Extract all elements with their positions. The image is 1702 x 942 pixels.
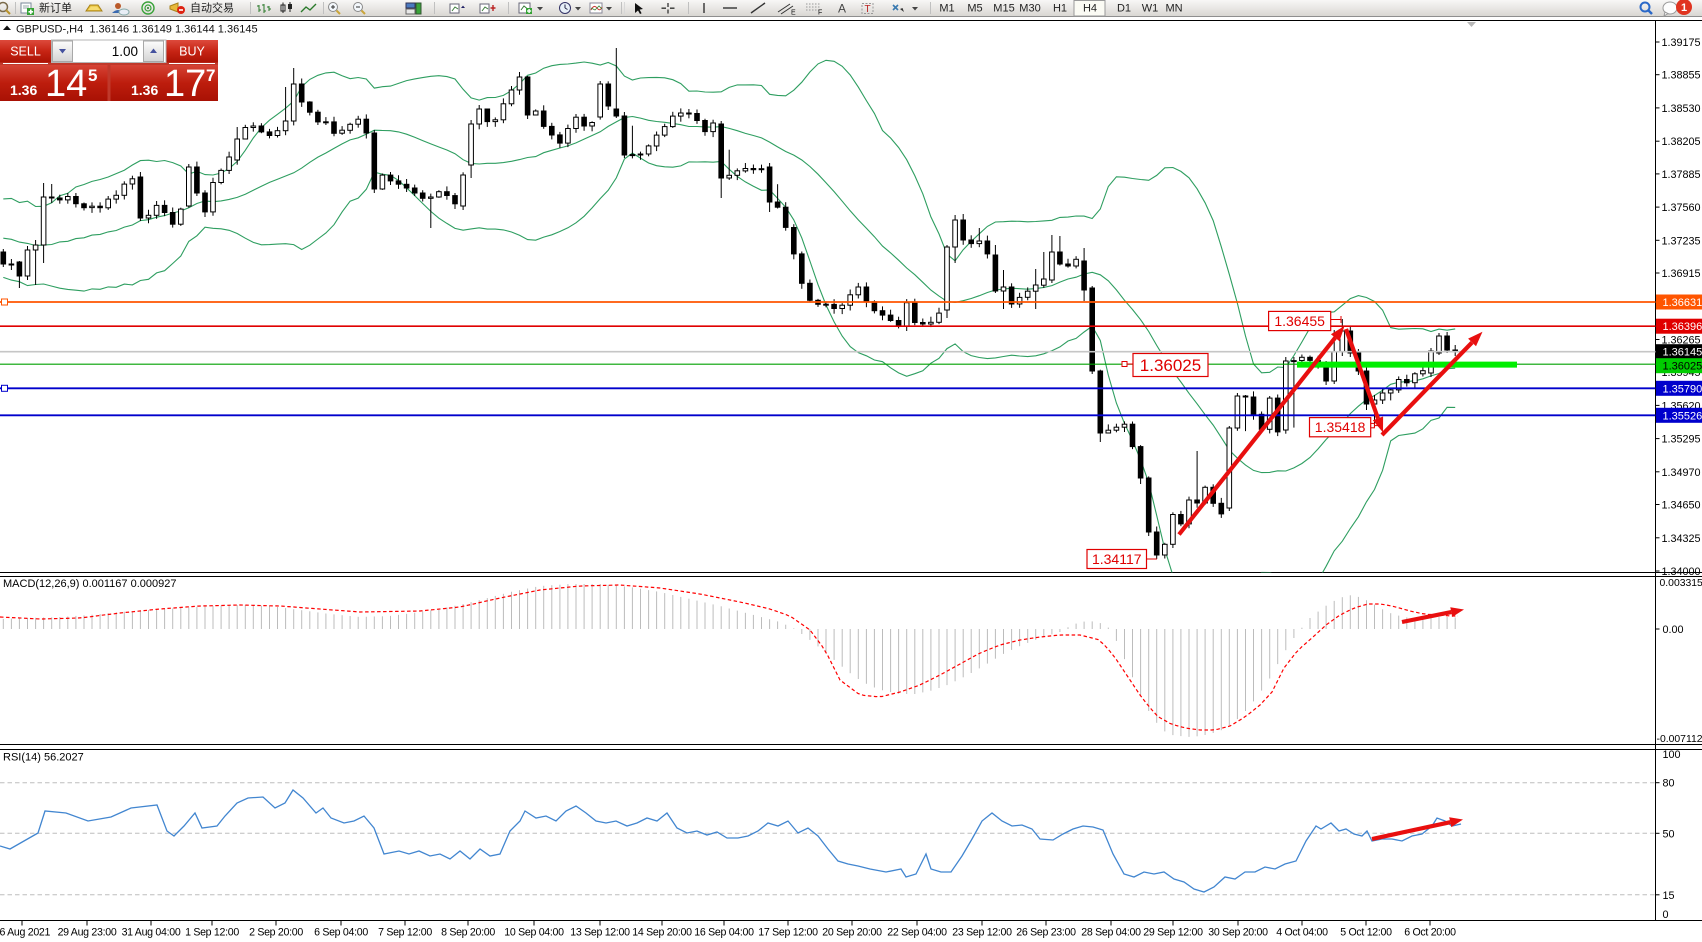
svg-text:1.34000: 1.34000 xyxy=(1662,566,1701,578)
svg-text:1 Sep 12:00: 1 Sep 12:00 xyxy=(185,927,239,939)
svg-text:MN: MN xyxy=(1165,3,1182,15)
svg-text:1.37560: 1.37560 xyxy=(1662,202,1701,214)
svg-text:1.34325: 1.34325 xyxy=(1662,533,1701,545)
svg-text:1.37885: 1.37885 xyxy=(1662,169,1701,181)
svg-text:17: 17 xyxy=(164,63,206,105)
svg-text:26 Sep 23:00: 26 Sep 23:00 xyxy=(1016,927,1076,939)
svg-text:14 Sep 20:00: 14 Sep 20:00 xyxy=(632,927,692,939)
svg-text:M30: M30 xyxy=(1019,3,1040,15)
svg-text:5: 5 xyxy=(88,66,97,85)
svg-text:T: T xyxy=(865,4,871,15)
svg-text:1.38855: 1.38855 xyxy=(1662,70,1701,82)
svg-text:15: 15 xyxy=(1663,890,1675,902)
svg-text:14: 14 xyxy=(45,63,87,105)
svg-text:26 Aug 2021: 26 Aug 2021 xyxy=(0,927,51,939)
svg-text:7 Sep 12:00: 7 Sep 12:00 xyxy=(378,927,432,939)
svg-text:1.34650: 1.34650 xyxy=(1662,500,1701,512)
svg-text:80: 80 xyxy=(1663,778,1675,790)
svg-text:17 Sep 12:00: 17 Sep 12:00 xyxy=(758,927,818,939)
svg-text:H4: H4 xyxy=(1083,3,1097,15)
svg-text:8 Sep 20:00: 8 Sep 20:00 xyxy=(441,927,495,939)
svg-text:1.36455: 1.36455 xyxy=(1274,313,1325,329)
svg-text:1.36631: 1.36631 xyxy=(1663,297,1702,309)
svg-text:16 Sep 04:00: 16 Sep 04:00 xyxy=(694,927,754,939)
svg-text:30 Sep 20:00: 30 Sep 20:00 xyxy=(1208,927,1268,939)
svg-text:28 Sep 04:00: 28 Sep 04:00 xyxy=(1081,927,1141,939)
svg-text:6 Sep 04:00: 6 Sep 04:00 xyxy=(314,927,368,939)
svg-text:RSI(14) 56.2027: RSI(14) 56.2027 xyxy=(3,752,84,764)
svg-text:13 Sep 12:00: 13 Sep 12:00 xyxy=(570,927,630,939)
svg-text:22 Sep 04:00: 22 Sep 04:00 xyxy=(887,927,947,939)
svg-text:自动交易: 自动交易 xyxy=(190,1,234,15)
svg-text:1.35418: 1.35418 xyxy=(1315,419,1366,435)
svg-text:0.00: 0.00 xyxy=(1663,624,1684,636)
svg-text:1.39175: 1.39175 xyxy=(1662,37,1701,49)
svg-text:100: 100 xyxy=(1663,749,1681,761)
svg-text:6 Oct 20:00: 6 Oct 20:00 xyxy=(1404,927,1456,939)
svg-text:0.003315: 0.003315 xyxy=(1660,578,1702,589)
svg-text:23 Sep 12:00: 23 Sep 12:00 xyxy=(952,927,1012,939)
svg-text:1.35790: 1.35790 xyxy=(1663,383,1702,395)
svg-text:1.38530: 1.38530 xyxy=(1662,103,1701,115)
svg-text:1.38205: 1.38205 xyxy=(1662,136,1701,148)
svg-text:MACD(12,26,9) 0.001167 0.00092: MACD(12,26,9) 0.001167 0.000927 xyxy=(3,578,176,590)
svg-text:5 Oct 12:00: 5 Oct 12:00 xyxy=(1340,927,1392,939)
svg-text:H1: H1 xyxy=(1053,3,1067,15)
svg-text:1.36: 1.36 xyxy=(10,82,37,98)
svg-text:D1: D1 xyxy=(1117,3,1131,15)
svg-text:1.34117: 1.34117 xyxy=(1092,551,1142,567)
svg-text:1.36: 1.36 xyxy=(131,82,158,98)
svg-text:1.35526: 1.35526 xyxy=(1663,410,1702,422)
svg-text:M5: M5 xyxy=(967,3,982,15)
svg-text:4 Oct 04:00: 4 Oct 04:00 xyxy=(1276,927,1328,939)
svg-text:M15: M15 xyxy=(993,3,1014,15)
svg-text:F: F xyxy=(818,10,822,17)
svg-text:1.37235: 1.37235 xyxy=(1662,235,1701,247)
svg-text:A: A xyxy=(838,2,846,16)
svg-text:1: 1 xyxy=(1681,2,1687,14)
svg-text:1.36025: 1.36025 xyxy=(1663,361,1702,373)
svg-text:1.36265: 1.36265 xyxy=(1662,335,1701,347)
svg-text:新订单: 新订单 xyxy=(39,1,72,15)
svg-text:1.00: 1.00 xyxy=(112,44,138,59)
svg-text:29 Sep 12:00: 29 Sep 12:00 xyxy=(1143,927,1203,939)
svg-text:2 Sep 20:00: 2 Sep 20:00 xyxy=(249,927,303,939)
svg-text:50: 50 xyxy=(1663,828,1675,840)
svg-text:GBPUSD-,H4 1.36146 1.36149 1.: GBPUSD-,H4 1.36146 1.36149 1.36144 1.361… xyxy=(16,24,258,36)
svg-text:BUY: BUY xyxy=(179,45,205,59)
svg-text:29 Aug 23:00: 29 Aug 23:00 xyxy=(58,927,117,939)
svg-text:1.35295: 1.35295 xyxy=(1662,434,1701,446)
svg-text:20 Sep 20:00: 20 Sep 20:00 xyxy=(822,927,882,939)
svg-text:1.36396: 1.36396 xyxy=(1663,321,1702,333)
svg-text:10 Sep 04:00: 10 Sep 04:00 xyxy=(504,927,564,939)
svg-text:E: E xyxy=(791,10,796,17)
svg-text:1.36025: 1.36025 xyxy=(1140,356,1201,375)
svg-text:0: 0 xyxy=(1663,909,1669,921)
svg-text:31 Aug 04:00: 31 Aug 04:00 xyxy=(122,927,181,939)
svg-text:1.36145: 1.36145 xyxy=(1663,347,1702,359)
svg-text:W1: W1 xyxy=(1142,3,1159,15)
svg-text:1.36915: 1.36915 xyxy=(1662,268,1701,280)
svg-text:-0.007112: -0.007112 xyxy=(1657,734,1702,745)
svg-text:SELL: SELL xyxy=(10,45,41,59)
svg-text:M1: M1 xyxy=(939,3,954,15)
svg-text:7: 7 xyxy=(206,66,215,85)
svg-text:1.34970: 1.34970 xyxy=(1662,467,1701,479)
